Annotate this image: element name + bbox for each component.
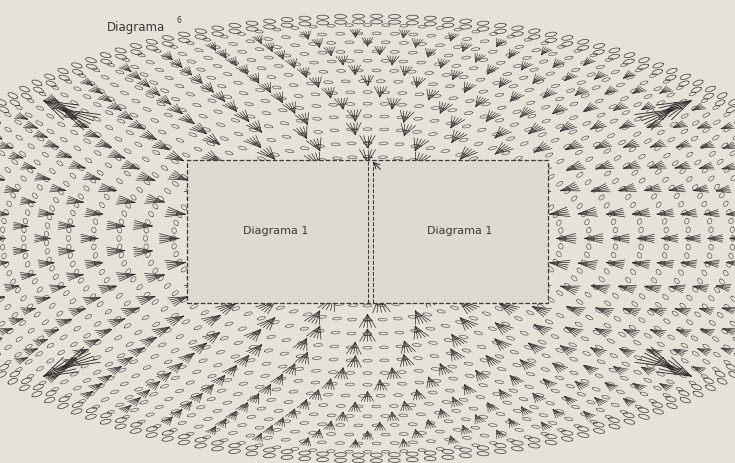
Text: Diagrama: Diagrama xyxy=(107,21,165,34)
Text: Diagrama 1: Diagrama 1 xyxy=(427,226,492,237)
FancyBboxPatch shape xyxy=(187,160,548,303)
Text: Diagrama 1: Diagrama 1 xyxy=(243,226,308,237)
Text: 6: 6 xyxy=(176,16,182,25)
